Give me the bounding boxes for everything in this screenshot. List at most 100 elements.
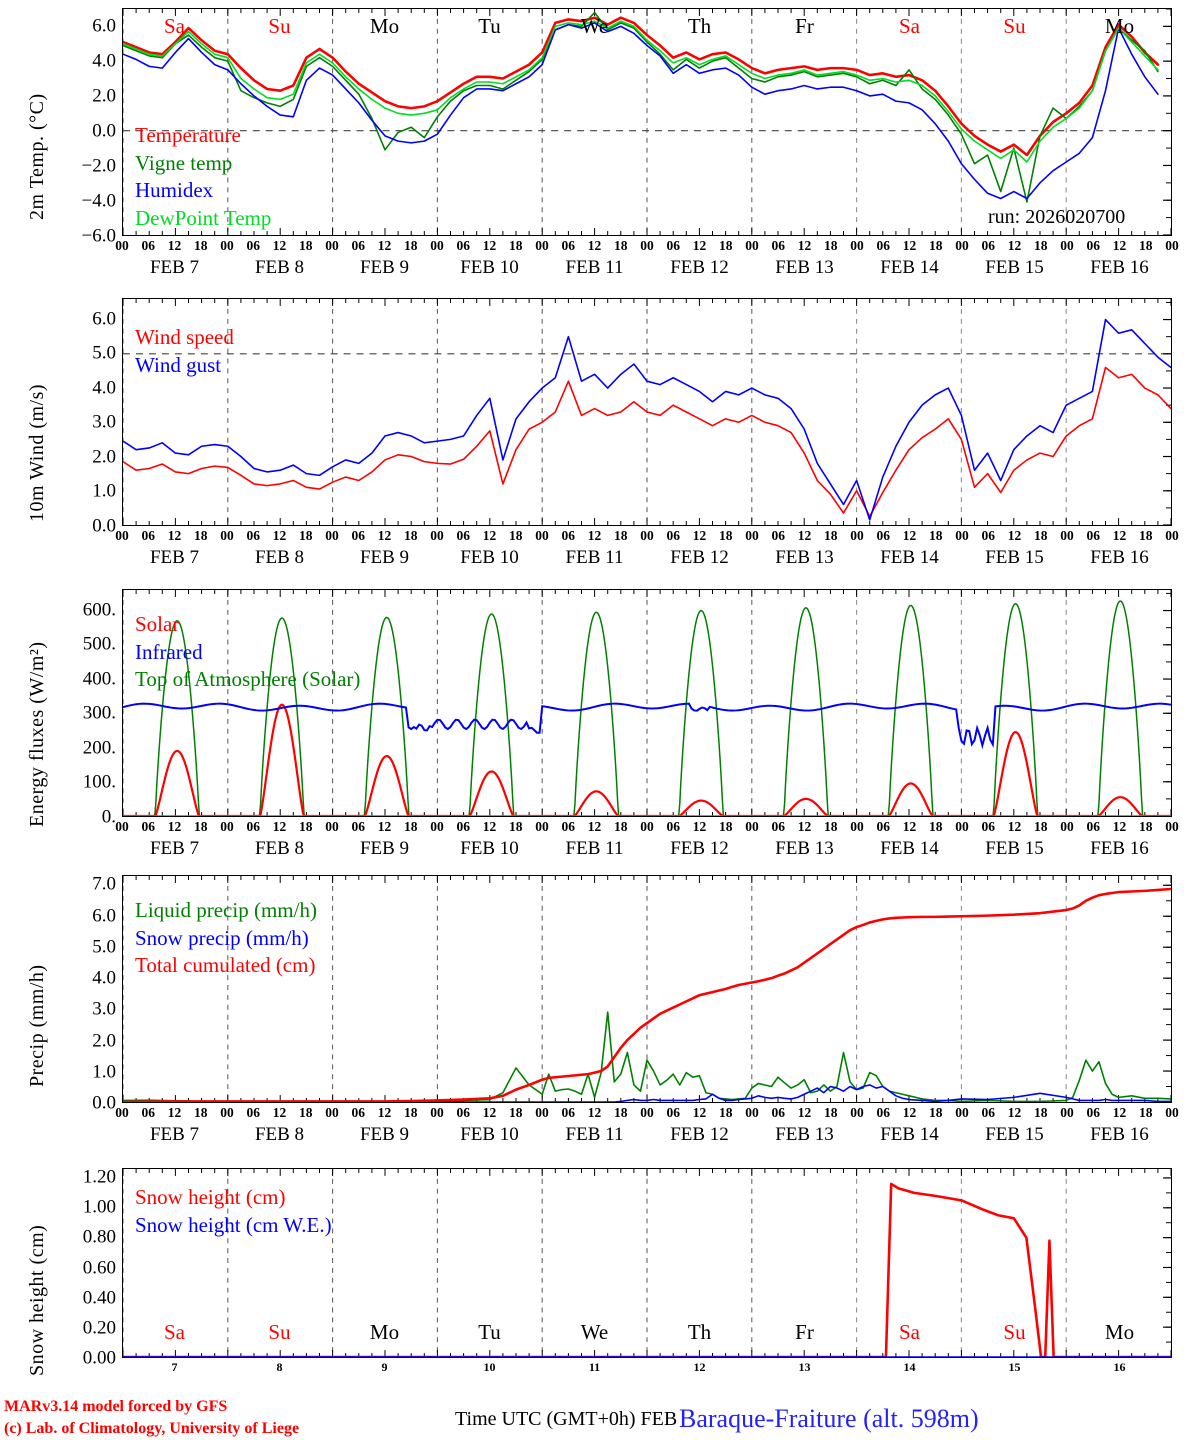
legend-energy-fluxes: Solar Infrared Top of Atmosphere (Solar) xyxy=(135,611,360,694)
legend-item-snow-precip: Snow precip (mm/h) xyxy=(135,925,309,950)
x-day-number: 8 xyxy=(276,1360,283,1374)
x-tick-date: FEB 12 xyxy=(670,838,729,859)
weekday-labels-snow-height: Sa Su Mo Tu We Th Fr Sa Su Mo xyxy=(122,1320,1172,1350)
x-tick-hour: 06 xyxy=(561,528,576,543)
x-tick-date: FEB 16 xyxy=(1090,838,1149,859)
y-tick-label: 0.0 xyxy=(92,120,116,142)
x-axis-precip: 00 06 12 18 00 06 12 18 00 06 12 18 00 06 12 18 00 06 12 18… xyxy=(115,1105,1179,1155)
y-tick-label: 0.60 xyxy=(82,1257,116,1279)
x-tick-date: FEB 7 xyxy=(149,547,200,568)
x-tick-hour: 12 xyxy=(1007,819,1022,834)
x-tick-hour: 12 xyxy=(167,238,182,253)
x-tick-hour: 18 xyxy=(404,238,418,253)
weekday-label: Th xyxy=(687,14,712,38)
time-axis-label: Time UTC (GMT+0h) FEB xyxy=(455,1408,678,1430)
weekday-labels-temperature: Sa Su Mo Tu We Th Fr Sa Su Mo xyxy=(122,14,1172,44)
x-tick-hour: 00 xyxy=(850,528,864,543)
x-tick-date: FEB 12 xyxy=(670,547,729,568)
y-tick-label: −4.0 xyxy=(81,190,116,212)
x-tick-hour: 00 xyxy=(430,1105,444,1120)
x-tick-hour: 00 xyxy=(115,238,129,253)
x-day-number: 7 xyxy=(171,1360,178,1374)
y-tick-label: 5.0 xyxy=(92,342,116,364)
x-tick-hour: 18 xyxy=(1034,1105,1048,1120)
x-tick-hour: 06 xyxy=(666,528,681,543)
x-tick-hour: 18 xyxy=(1139,1105,1153,1120)
x-tick-hour: 12 xyxy=(377,819,392,834)
y-tick-label: 500. xyxy=(82,633,116,655)
x-tick-hour: 06 xyxy=(456,819,471,834)
x-tick-hour: 12 xyxy=(1007,528,1022,543)
x-tick-hour: 12 xyxy=(587,819,602,834)
x-tick-hour: 12 xyxy=(167,1105,182,1120)
x-tick-hour: 06 xyxy=(561,238,576,253)
x-tick-hour: 18 xyxy=(194,1105,208,1120)
x-tick-hour: 06 xyxy=(456,238,471,253)
x-tick-hour: 12 xyxy=(167,528,182,543)
weekday-label: Fr xyxy=(795,14,814,38)
y-tick-label: 5.0 xyxy=(92,936,116,958)
legend-item-snow-height-we: Snow height (cm W.E.) xyxy=(135,1212,332,1237)
x-tick-hour: 06 xyxy=(141,819,156,834)
x-tick-hour: 12 xyxy=(377,528,392,543)
x-day-number: 12 xyxy=(693,1360,706,1374)
plot-wind xyxy=(122,298,1172,526)
plot-energy-fluxes xyxy=(122,589,1172,817)
legend-item-top-of-atmosphere: Top of Atmosphere (Solar) xyxy=(135,667,361,692)
x-tick-hour: 12 xyxy=(1007,1105,1022,1120)
x-tick-date: FEB 14 xyxy=(880,257,939,278)
x-tick-hour: 18 xyxy=(824,528,838,543)
footer-model-line: MARv3.14 model forced by GFS xyxy=(4,1398,228,1415)
legend-item-humidex: Humidex xyxy=(135,178,214,203)
legend-item-dewpoint-temp: DewPoint Temp xyxy=(135,206,272,231)
weekday-label: Mo xyxy=(369,14,400,38)
x-tick-hour: 00 xyxy=(1165,1105,1179,1120)
x-tick-hour: 18 xyxy=(614,819,628,834)
x-tick-hour: 00 xyxy=(535,528,549,543)
x-tick-date: FEB 8 xyxy=(254,838,305,859)
x-tick-hour: 12 xyxy=(167,819,182,834)
x-tick-hour: 00 xyxy=(115,1105,129,1120)
x-tick-hour: 06 xyxy=(666,1105,681,1120)
x-tick-hour: 12 xyxy=(902,528,917,543)
x-tick-date: FEB 8 xyxy=(254,547,305,568)
x-tick-hour: 00 xyxy=(220,238,234,253)
x-tick-hour: 18 xyxy=(509,819,523,834)
x-tick-hour: 12 xyxy=(902,1105,917,1120)
x-tick-hour: 06 xyxy=(246,1105,261,1120)
x-tick-hour: 06 xyxy=(141,1105,156,1120)
x-tick-hour: 00 xyxy=(640,1105,654,1120)
x-tick-date: FEB 10 xyxy=(460,257,519,278)
x-tick-hour: 12 xyxy=(587,1105,602,1120)
x-tick-date: FEB 10 xyxy=(460,547,519,568)
x-tick-hour: 00 xyxy=(955,528,969,543)
y-tick-label: 0.80 xyxy=(82,1226,116,1248)
panel-precip: Precip (mm/h) 7.0 6.0 5.0 4.0 3.0 2.0 1.0 0.0 L… xyxy=(0,865,1194,1150)
x-tick-hour: 06 xyxy=(141,528,156,543)
x-tick-date: FEB 8 xyxy=(254,1124,305,1145)
x-tick-hour: 18 xyxy=(1139,819,1153,834)
x-tick-hour: 00 xyxy=(1165,238,1179,253)
x-tick-hour: 18 xyxy=(614,528,628,543)
legend-item-solar: Solar xyxy=(135,612,180,636)
x-tick-hour: 00 xyxy=(1165,528,1179,543)
y-tick-label: 6.0 xyxy=(92,905,116,927)
x-tick-hour: 06 xyxy=(981,1105,996,1120)
y-tick-label: 1.0 xyxy=(92,480,116,502)
y-tick-label: −2.0 xyxy=(81,155,116,177)
x-tick-hour: 06 xyxy=(981,238,996,253)
x-tick-hour: 12 xyxy=(272,528,287,543)
x-tick-hour: 00 xyxy=(745,238,759,253)
x-tick-hour: 00 xyxy=(115,819,129,834)
site-title: Baraque-Fraiture (alt. 598m) xyxy=(679,1404,979,1433)
plot-temperature xyxy=(122,8,1172,236)
y-tick-label: 0.00 xyxy=(82,1347,116,1369)
x-tick-hour: 06 xyxy=(456,528,471,543)
x-day-numbers: 7 8 9 10 11 12 13 14 15 16 xyxy=(122,1360,1172,1384)
panel-snow-height: Snow height (cm) 1.20 1.00 0.80 0.60 0.40 0.2… xyxy=(0,1150,1194,1390)
x-tick-hour: 12 xyxy=(1112,819,1127,834)
y-tick-label: 0.20 xyxy=(82,1317,116,1339)
x-tick-hour: 12 xyxy=(377,238,392,253)
x-tick-hour: 12 xyxy=(1112,238,1127,253)
